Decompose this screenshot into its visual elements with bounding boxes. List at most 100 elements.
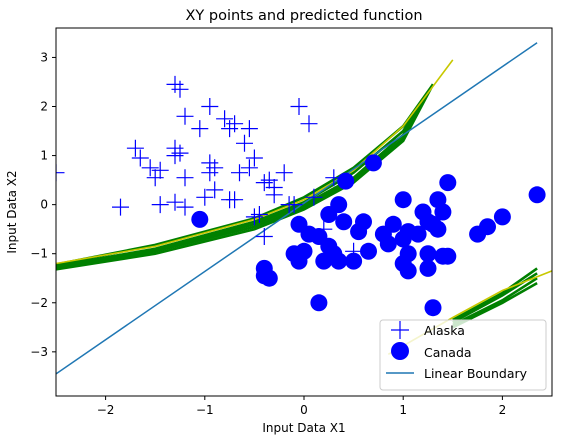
alaska-point xyxy=(216,110,234,128)
canada-point xyxy=(419,245,437,263)
alaska-point xyxy=(151,196,169,214)
alaska-point xyxy=(171,144,189,162)
predicted-fit-upper-curve xyxy=(56,83,435,270)
alaska-point xyxy=(300,115,318,133)
legend: Alaska Canada Linear Boundary xyxy=(379,319,547,391)
canada-point xyxy=(315,252,333,270)
canada-point xyxy=(335,213,353,231)
alaska-point xyxy=(226,115,244,133)
y-tick-label: −3 xyxy=(30,345,48,359)
alaska-point xyxy=(151,161,169,179)
canada-point xyxy=(330,252,348,270)
canada-point xyxy=(439,247,457,265)
alaska-point xyxy=(166,75,184,93)
alaska-point xyxy=(345,242,363,260)
predicted-fit-lower-curve xyxy=(452,277,538,327)
legend-label-canada: Canada xyxy=(424,345,472,360)
alaska-point xyxy=(275,164,293,182)
alaska-point xyxy=(285,196,303,214)
y-tick-label: −1 xyxy=(30,247,48,261)
alaska-point xyxy=(112,198,129,216)
chart-title: XY points and predicted function xyxy=(185,8,422,24)
canada-point xyxy=(360,242,377,260)
legend-frame xyxy=(379,319,547,391)
predicted-fit-lower-curve xyxy=(452,281,538,329)
alaska-point xyxy=(206,181,224,199)
alaska-point xyxy=(325,169,343,187)
legend-item-canada: Canada xyxy=(391,342,472,360)
alaska-point xyxy=(56,164,65,182)
alaska-point xyxy=(221,120,239,138)
alaska-point xyxy=(201,164,219,182)
canada-point xyxy=(424,299,442,317)
legend-label-linear-boundary: Linear Boundary xyxy=(424,366,528,381)
alaska-point xyxy=(146,169,164,187)
alaska-point xyxy=(191,120,209,138)
y-tick-label: 1 xyxy=(40,149,48,163)
alaska-point xyxy=(290,98,308,115)
alaska-point xyxy=(240,159,258,177)
alaska-point xyxy=(166,147,184,165)
x-tick-label: −2 xyxy=(97,403,115,417)
predicted-fit-lower-curve xyxy=(452,267,538,322)
alaska-point xyxy=(141,159,159,177)
predicted-fit-upper-curve xyxy=(56,83,435,269)
alaska-point xyxy=(231,164,248,182)
canada-point xyxy=(528,186,546,204)
alaska-point xyxy=(260,171,278,189)
alaska-point xyxy=(240,120,258,138)
alaska-point xyxy=(315,220,333,238)
canada-point xyxy=(330,196,348,214)
predicted-function-upper-curve xyxy=(56,59,454,265)
y-tick-label: 0 xyxy=(40,198,48,212)
alaska-point xyxy=(176,169,194,187)
x-axis-label: Input Data X1 xyxy=(262,421,345,435)
canada-point xyxy=(345,252,363,270)
canada-point xyxy=(439,174,457,192)
canada-point xyxy=(337,172,355,190)
x-tick-label: 1 xyxy=(399,403,407,417)
linear-boundary-line xyxy=(56,42,538,375)
canada-point xyxy=(300,225,318,243)
y-tick-label: 3 xyxy=(40,50,48,64)
alaska-point xyxy=(250,206,268,223)
axes-ticks: −2 −1 0 1 2 −3 −2 −1 0 1 2 3 xyxy=(30,50,506,417)
canada-point xyxy=(290,252,308,270)
canada-point xyxy=(434,203,452,221)
canada-point xyxy=(493,208,511,226)
y-axis-label: Input Data X2 xyxy=(5,170,19,253)
alaska-point xyxy=(226,191,244,209)
alaska-point xyxy=(196,188,214,206)
alaska-point xyxy=(201,98,219,115)
canada-point xyxy=(350,223,368,241)
alaska-point xyxy=(166,193,184,211)
legend-item-linear-boundary: Linear Boundary xyxy=(386,366,528,381)
canada-point xyxy=(419,259,437,277)
alaska-point xyxy=(206,159,224,177)
canada-point xyxy=(394,230,412,248)
y-tick-label: −2 xyxy=(30,296,48,310)
canada-point xyxy=(191,210,209,228)
canada-point xyxy=(384,215,402,233)
canada-point xyxy=(429,220,447,238)
alaska-point xyxy=(176,107,194,125)
canada-point xyxy=(479,218,496,236)
alaska-point xyxy=(236,134,253,152)
x-tick-label: 0 xyxy=(300,403,308,417)
alaska-point xyxy=(126,139,144,157)
alaska-point xyxy=(176,198,194,216)
alaska-point xyxy=(131,149,149,167)
alaska-point xyxy=(245,208,263,226)
predicted-fit-upper-curve xyxy=(56,83,435,271)
alaska-point xyxy=(265,186,283,204)
legend-marker-circle xyxy=(391,342,409,360)
legend-label-alaska: Alaska xyxy=(424,323,465,338)
canada-point xyxy=(394,191,412,209)
alaska-point xyxy=(171,80,189,98)
canada-point xyxy=(399,262,417,280)
x-tick-label: 2 xyxy=(499,403,507,417)
y-tick-label: 2 xyxy=(40,100,48,114)
canada-point xyxy=(310,294,328,312)
alaska-point xyxy=(245,149,263,167)
